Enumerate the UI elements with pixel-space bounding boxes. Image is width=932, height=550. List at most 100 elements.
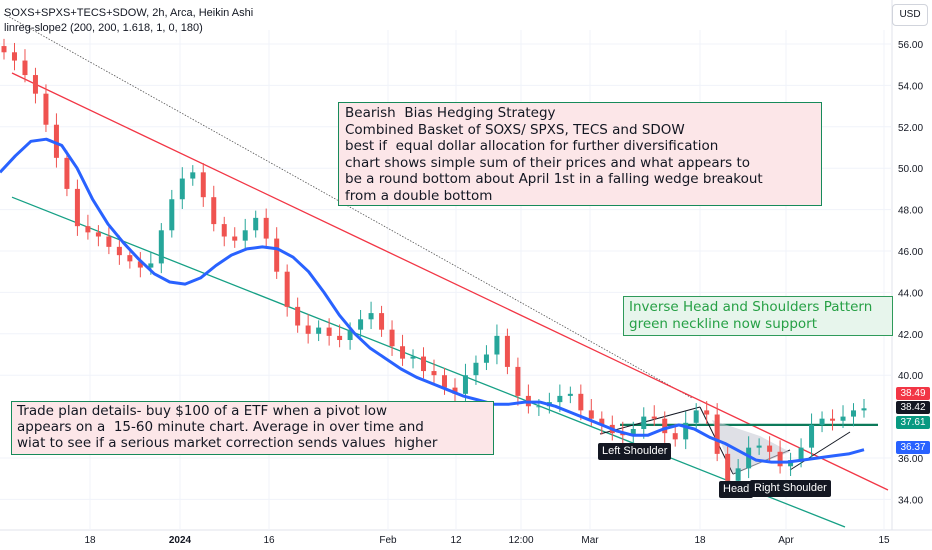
candle-body bbox=[368, 313, 374, 320]
candle-body bbox=[452, 387, 458, 394]
candle-body bbox=[494, 335, 500, 355]
candle-body bbox=[462, 375, 468, 394]
candle-body bbox=[64, 157, 70, 189]
candle-body bbox=[630, 429, 636, 436]
head-label[interactable]: Head bbox=[719, 481, 754, 498]
candle-body bbox=[11, 52, 17, 61]
candle-body bbox=[22, 60, 28, 76]
pattern-shading bbox=[712, 420, 790, 474]
candle-body bbox=[693, 410, 699, 423]
candle-body bbox=[400, 346, 406, 359]
candle-body bbox=[578, 393, 584, 411]
price-tag: 38.42 bbox=[896, 401, 930, 414]
candle-body bbox=[473, 362, 479, 376]
candle-body bbox=[43, 93, 49, 125]
candle-body bbox=[263, 217, 269, 239]
y-tick-label: 50.00 bbox=[898, 164, 923, 175]
candle-body bbox=[347, 329, 353, 341]
price-tag: 37.61 bbox=[896, 416, 930, 429]
currency-button[interactable]: USD bbox=[892, 4, 928, 26]
candle-body bbox=[704, 410, 710, 415]
candle-body bbox=[830, 418, 836, 421]
candle-body bbox=[274, 238, 280, 272]
candle-body bbox=[641, 416, 647, 430]
candle-body bbox=[169, 199, 175, 231]
x-tick-label: Mar bbox=[581, 535, 599, 546]
candle-body bbox=[431, 371, 437, 376]
x-tick-label: 16 bbox=[263, 535, 275, 546]
left-shoulder-label[interactable]: Left Shoulder bbox=[598, 443, 672, 460]
candle-body bbox=[116, 246, 122, 256]
candle-body bbox=[651, 416, 657, 419]
right-shoulder-label[interactable]: Right Shoulder bbox=[750, 480, 831, 497]
candle-body bbox=[441, 375, 447, 388]
candle-body bbox=[148, 263, 154, 268]
candle-body bbox=[515, 366, 521, 396]
candle-body bbox=[305, 325, 311, 334]
candle-body bbox=[284, 271, 290, 307]
trade-plan-note[interactable]: Trade plan details- buy $100 of a ETF wh… bbox=[11, 401, 494, 455]
candle-body bbox=[725, 453, 731, 481]
candle-body bbox=[504, 335, 510, 367]
pattern-leg-4 bbox=[789, 431, 851, 471]
strategy-note[interactable]: Bearish Bias Hedging Strategy Combined B… bbox=[338, 102, 822, 206]
candle-body bbox=[788, 460, 794, 467]
candle-body bbox=[95, 232, 101, 237]
y-tick-label: 46.00 bbox=[898, 247, 923, 258]
candle-body bbox=[735, 468, 741, 481]
candle-body bbox=[683, 422, 689, 440]
x-tick-label: 12:00 bbox=[508, 535, 533, 546]
candle-body bbox=[127, 255, 133, 262]
x-tick-label: 12 bbox=[450, 535, 462, 546]
candle-body bbox=[557, 395, 563, 403]
y-tick-label: 54.00 bbox=[898, 81, 923, 92]
candle-body bbox=[358, 319, 364, 330]
linreg-line bbox=[0, 137, 865, 464]
study-legend[interactable]: linreg-slope2 (200, 200, 1.618, 1, 0, 18… bbox=[4, 22, 203, 34]
candle-body bbox=[410, 356, 416, 359]
lower-wedge-line bbox=[11, 196, 846, 528]
y-tick-label: 40.00 bbox=[898, 371, 923, 382]
candle-body bbox=[74, 188, 80, 227]
candle-body bbox=[672, 433, 678, 440]
upper-wedge-line bbox=[11, 72, 889, 491]
candle-body bbox=[662, 418, 668, 434]
candle-body bbox=[777, 451, 783, 467]
y-tick-label: 48.00 bbox=[898, 206, 923, 217]
candle-body bbox=[620, 433, 626, 436]
candle-body bbox=[746, 447, 752, 469]
y-tick-label: 42.00 bbox=[898, 330, 923, 341]
candle-body bbox=[536, 406, 542, 408]
candle-body bbox=[85, 226, 91, 233]
candle-body bbox=[840, 416, 846, 421]
price-tag: 38.49 bbox=[896, 387, 930, 400]
x-tick-label: 15 bbox=[878, 535, 890, 546]
candle-body bbox=[337, 335, 343, 341]
candle-body bbox=[232, 236, 238, 241]
y-tick-label: 36.00 bbox=[898, 454, 923, 465]
candle-body bbox=[819, 418, 825, 425]
pattern-note[interactable]: Inverse Head and Shoulders Pattern green… bbox=[623, 296, 893, 336]
symbol-legend[interactable]: SOXS+SPXS+TECS+SDOW, 2h, Arca, Heikin As… bbox=[4, 7, 254, 19]
candle-body bbox=[1, 46, 7, 53]
price-tag: 36.37 bbox=[896, 441, 930, 454]
candle-body bbox=[190, 172, 196, 179]
candle-body bbox=[389, 329, 395, 347]
candle-body bbox=[767, 445, 773, 452]
y-tick-label: 44.00 bbox=[898, 288, 923, 299]
candle-body bbox=[53, 124, 59, 158]
candle-body bbox=[179, 178, 185, 200]
candle-body bbox=[137, 261, 143, 268]
candle-body bbox=[221, 224, 227, 237]
y-tick-label: 52.00 bbox=[898, 123, 923, 134]
candle-body bbox=[106, 236, 112, 247]
candle-body bbox=[599, 418, 605, 425]
x-tick-label: Feb bbox=[379, 535, 397, 546]
candle-body bbox=[379, 313, 385, 330]
candle-body bbox=[158, 230, 164, 264]
candle-body bbox=[200, 172, 206, 198]
candle-body bbox=[809, 424, 815, 448]
candle-body bbox=[588, 410, 594, 419]
x-tick-label: Apr bbox=[778, 535, 794, 546]
